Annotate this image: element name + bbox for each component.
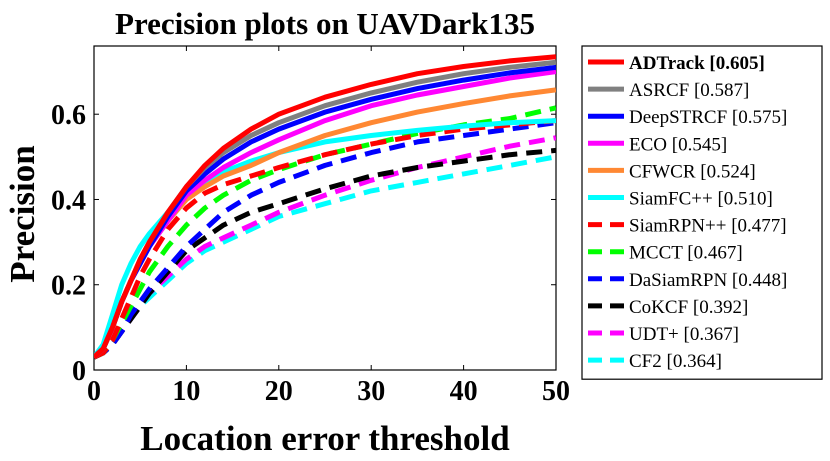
- series-line-asrcf: [94, 59, 556, 360]
- series-line-deepstrcf: [94, 64, 556, 360]
- legend-label-siamrpnplusplus: SiamRPN++ [0.477]: [629, 216, 787, 237]
- legend-label-udtplus: UDT+ [0.367]: [629, 324, 739, 345]
- legend-label-cf2: CF2 [0.364]: [629, 351, 722, 372]
- legend-label-eco: ECO [0.545]: [629, 134, 727, 155]
- legend-label-adtrack: ADTrack [0.605]: [629, 53, 765, 74]
- x-tick-label: 20: [265, 376, 293, 407]
- series-line-siamrpnplusplus: [94, 118, 556, 360]
- legend-label-cokcf: CoKCF [0.392]: [629, 297, 748, 318]
- x-tick-label: 40: [450, 376, 478, 407]
- legend-label-asrcf: ASRCF [0.587]: [629, 80, 749, 101]
- chart-title: Precision plots on UAVDark135: [115, 6, 535, 41]
- y-tick-label: 0.4: [51, 185, 86, 216]
- x-tick-label: 0: [87, 376, 101, 407]
- y-tick-label: 0.2: [51, 271, 86, 302]
- axes-box: [93, 45, 557, 371]
- x-tick-label: 50: [542, 376, 570, 407]
- legend-label-siamfcplusplus: SiamFC++ [0.510]: [629, 189, 773, 210]
- series-line-udtplus: [94, 135, 556, 360]
- x-axis-label: Location error threshold: [140, 419, 510, 456]
- x-tick-label: 30: [357, 376, 385, 407]
- series-line-mcct: [94, 105, 556, 360]
- y-tick-label: 0.6: [51, 100, 86, 131]
- legend: ADTrack [0.605] ASRCF [0.587] DeepSTRCF [0…: [581, 45, 823, 380]
- series-line-adtrack: [94, 54, 556, 360]
- series-line-dasiamrpn: [94, 120, 556, 360]
- legend-label-dasiamrpn: DaSiamRPN [0.448]: [629, 270, 787, 291]
- y-tick-label: 0: [72, 356, 86, 387]
- legend-label-mcct: MCCT [0.467]: [629, 243, 743, 264]
- plot-area: 0 10 20 30 40 50 0 0.2 0.4 0.6: [51, 45, 570, 407]
- legend-box: [581, 45, 823, 380]
- x-tick-label: 10: [172, 376, 200, 407]
- legend-label-deepstrcf: DeepSTRCF [0.575]: [629, 107, 787, 128]
- legend-label-cfwcr: CFWCR [0.524]: [629, 161, 756, 182]
- y-axis-label: Precision: [3, 145, 42, 282]
- series-line-cf2: [94, 154, 556, 360]
- series-curves: [94, 54, 556, 360]
